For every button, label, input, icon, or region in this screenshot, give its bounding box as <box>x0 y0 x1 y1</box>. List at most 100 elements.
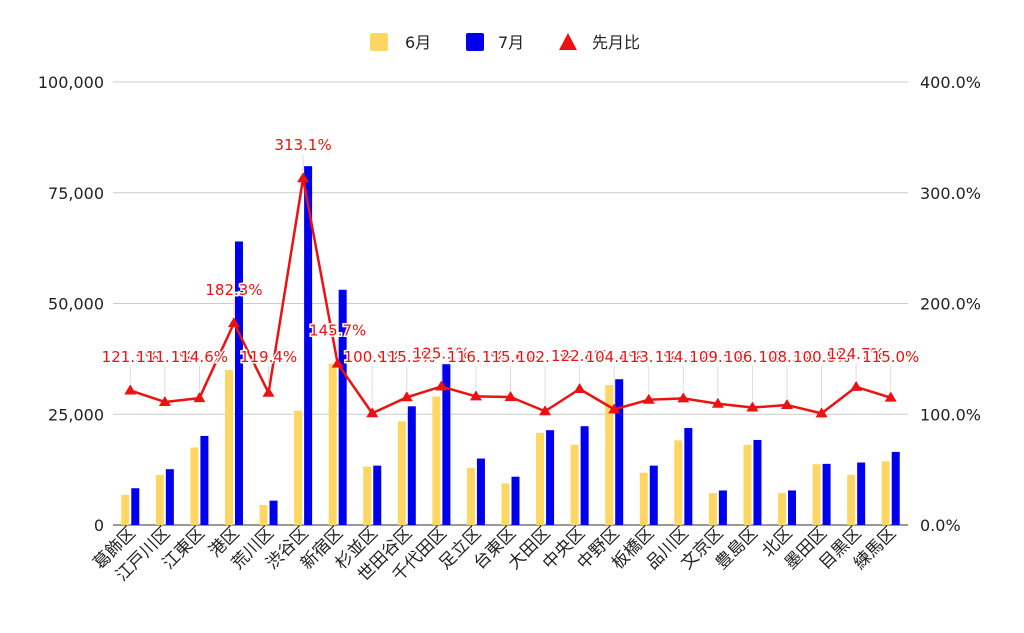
ratio-data-label: 108.3% <box>758 348 815 366</box>
bar-july <box>615 379 624 525</box>
ratio-data-label: 122.8% <box>551 347 608 365</box>
ratio-point <box>158 395 171 406</box>
ratio-data-label: 111.1% <box>136 348 193 366</box>
bar-june <box>881 461 890 525</box>
bar-july <box>476 458 485 525</box>
bar-june <box>812 464 821 525</box>
bar-july <box>546 430 555 525</box>
legend-label-june: 6月 <box>405 33 431 52</box>
bar-june <box>639 472 648 525</box>
bar-july <box>649 465 658 525</box>
ratio-data-label: 116.1% <box>447 348 504 366</box>
bar-july <box>304 166 313 526</box>
ratio-data-label: 182.3% <box>205 281 262 299</box>
left-tick-label: 75,000 <box>48 184 104 203</box>
bar-june <box>432 396 441 525</box>
ratio-point <box>781 399 794 410</box>
ratio-point <box>677 392 690 403</box>
bar-june <box>674 440 683 525</box>
bar-july <box>788 490 797 525</box>
bar-june <box>536 432 545 525</box>
bar-july <box>165 469 174 525</box>
bar-july <box>891 451 900 525</box>
left-tick-label: 100,000 <box>38 73 104 92</box>
bar-june <box>190 447 199 525</box>
bar-july <box>822 463 831 525</box>
legend-item-july[interactable]: 7月 <box>466 33 524 52</box>
ratio-point <box>642 393 655 404</box>
ratio-point <box>850 380 863 391</box>
bar-july <box>131 488 140 525</box>
ratio-data-label: 114.6% <box>171 348 228 366</box>
ratio-point <box>435 380 448 391</box>
bar-june <box>778 493 787 525</box>
bar-july <box>718 490 727 525</box>
bar-june <box>224 369 233 525</box>
bar-june <box>501 483 510 525</box>
ratio-point <box>539 405 552 416</box>
ratio-point <box>469 390 482 401</box>
ratio-data-label: 104.4% <box>586 348 643 366</box>
bar-june <box>363 466 372 525</box>
ratio-point <box>815 407 828 418</box>
ratio-point <box>193 392 206 403</box>
left-axis: 0 25,000 50,000 75,000 100,000 <box>38 73 104 535</box>
left-tick-label: 25,000 <box>48 405 104 424</box>
bar-july <box>684 427 693 525</box>
bar-july <box>580 426 589 525</box>
bar-july <box>442 364 451 525</box>
bar-june <box>294 410 303 525</box>
ratio-data-label: 145.7% <box>309 322 366 340</box>
legend-label-ratio: 先月比 <box>592 33 640 52</box>
ratio-data-label: 124.7% <box>828 345 885 363</box>
legend-swatch-june <box>370 33 388 51</box>
x-axis: 葛飾区江戸川区江東区港区荒川区渋谷区新宿区杉並区世田谷区千代田区足立区台東区大田… <box>90 523 901 585</box>
ratio-data-label: 119.4% <box>240 348 297 366</box>
ratio-data-label: 114.3% <box>655 348 712 366</box>
bar-july <box>753 439 762 525</box>
bar-june <box>708 493 717 525</box>
legend-swatch-july <box>466 33 484 51</box>
ratio-point <box>297 172 310 183</box>
bar-july <box>200 435 209 525</box>
bar-june <box>259 505 268 525</box>
right-axis: 0.0% 100.0% 200.0% 300.0% 400.0% <box>920 73 981 535</box>
bar-july <box>234 241 243 526</box>
bar-june <box>121 494 130 525</box>
right-tick-label: 0.0% <box>920 516 961 535</box>
ratio-point <box>124 384 137 395</box>
ratio-data-label: 113.1% <box>620 348 677 366</box>
right-tick-label: 400.0% <box>920 73 981 92</box>
bar-june <box>605 385 614 525</box>
left-tick-label: 0 <box>94 516 104 535</box>
right-tick-label: 300.0% <box>920 184 981 203</box>
ratio-point <box>608 403 621 414</box>
ratio-point <box>711 397 724 408</box>
ratio-line <box>124 172 897 418</box>
gridlines <box>113 81 908 526</box>
bar-june <box>847 474 856 525</box>
ratio-data-label: 313.1% <box>275 136 332 154</box>
right-tick-label: 100.0% <box>920 405 981 424</box>
bar-july <box>511 476 520 525</box>
ratio-point <box>262 386 275 397</box>
bar-june <box>155 474 164 525</box>
bar-june <box>328 363 337 525</box>
bar-july <box>407 406 416 525</box>
legend-item-june[interactable]: 6月 <box>370 33 431 52</box>
bar-july <box>338 289 347 525</box>
ratio-point <box>331 357 344 368</box>
ratio-data-label: 125.1% <box>413 344 470 362</box>
bar-june <box>466 467 475 525</box>
ratio-data-label: 102.7% <box>516 348 573 366</box>
right-tick-label: 200.0% <box>920 295 981 314</box>
bars <box>121 166 900 526</box>
left-tick-label: 50,000 <box>48 295 104 314</box>
legend: 6月 7月 先月比 <box>370 33 640 52</box>
ratio-point <box>227 317 240 328</box>
ratio-point <box>400 391 413 402</box>
legend-item-ratio[interactable]: 先月比 <box>559 33 640 52</box>
ratio-point <box>504 390 517 401</box>
legend-triangle-icon <box>559 33 577 50</box>
